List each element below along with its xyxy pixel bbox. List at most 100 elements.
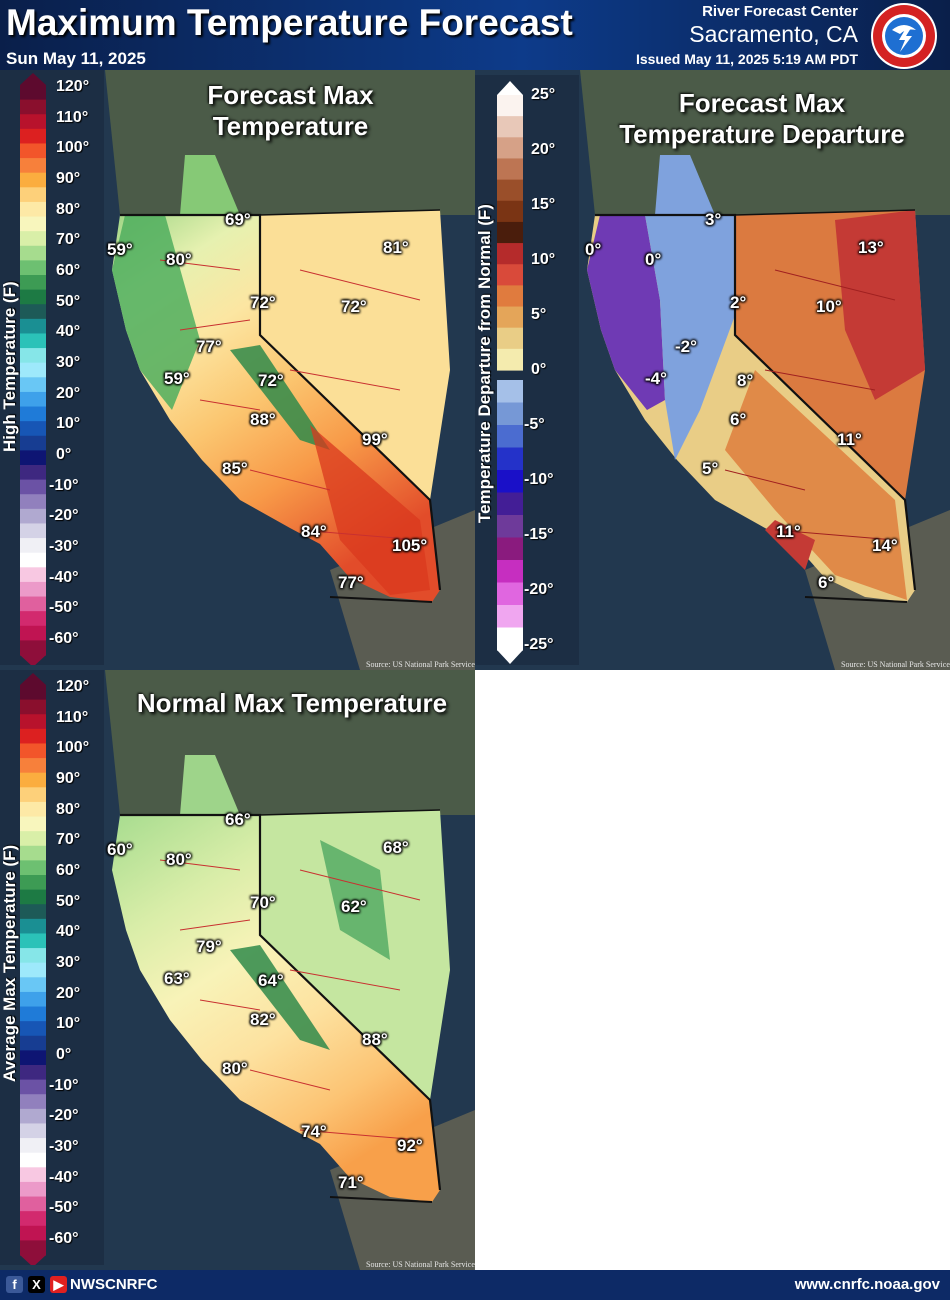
colorbar-segment (20, 494, 46, 510)
colorbar-segment (20, 1094, 46, 1110)
colorbar-segment (20, 231, 46, 247)
map-value-label: 63° (164, 969, 190, 988)
colorbar-segment (497, 425, 523, 449)
map-value-label: 80° (166, 850, 192, 869)
colorbar-segment (20, 187, 46, 203)
forecast-legend-title: High Temperature (F) (0, 281, 19, 452)
map-value-label: 59° (164, 369, 190, 388)
colorbar-segment (20, 772, 46, 788)
colorbar-bottom-arrow (20, 1255, 46, 1267)
colorbar-segment (20, 933, 46, 949)
map-source: Source: US National Park Service (366, 1260, 475, 1269)
colorbar-segment (497, 348, 523, 371)
colorbar-segment (20, 640, 46, 656)
legend-tick-label: 25° (531, 86, 556, 103)
legend-tick-label: 10° (531, 251, 556, 268)
legend-tick-label: 50° (56, 892, 81, 910)
map-value-label: 60° (107, 840, 133, 859)
map-value-label: 3° (705, 210, 722, 229)
youtube-icon[interactable]: ▶ (50, 1276, 67, 1293)
map-value-label: 80° (166, 250, 192, 269)
legend-tick-label: -50° (49, 599, 79, 617)
colorbar-segment (20, 465, 46, 481)
colorbar-segment (20, 289, 46, 305)
legend-tick-label: 5° (531, 306, 547, 323)
map-value-label: 0° (585, 240, 602, 259)
map-value-label: 11° (837, 430, 862, 449)
normal-legend-title: Average Max Temperature (F) (0, 844, 19, 1082)
legend-tick-label: -60° (49, 630, 79, 647)
map-value-label: 11° (776, 522, 801, 541)
departure-title-line2: Temperature Departure (619, 119, 905, 149)
map-value-label: 92° (397, 1136, 423, 1155)
facebook-icon[interactable]: f (6, 1276, 23, 1293)
colorbar-segment (497, 627, 523, 651)
legend-tick-label: 110° (56, 108, 89, 126)
map-value-label: 71° (338, 1173, 364, 1192)
colorbar-segment (20, 596, 46, 612)
legend-tick-label: -20° (49, 507, 79, 525)
colorbar-segment (497, 327, 523, 350)
colorbar-segment (20, 743, 46, 759)
colorbar-segment (497, 137, 523, 160)
colorbar-segment (20, 421, 46, 437)
forecast-title-line1: Forecast Max (207, 80, 374, 110)
colorbar-segment (20, 801, 46, 818)
legend-tick-label: 0° (56, 446, 72, 463)
map-value-label: 13° (858, 238, 884, 257)
map-value-label: 84° (301, 522, 327, 541)
legend-tick-label: 120° (56, 678, 90, 695)
colorbar-segment (497, 582, 523, 606)
colorbar-segment (497, 537, 523, 561)
legend-tick-label: 50° (56, 292, 81, 310)
map-value-label: -2° (675, 337, 697, 356)
website-link[interactable]: www.cnrfc.noaa.gov (794, 1276, 940, 1293)
colorbar-segment (20, 538, 46, 554)
map-source: Source: US National Park Service (366, 660, 475, 669)
legend-tick-label: -50° (49, 1199, 79, 1217)
colorbar-bottom-arrow (497, 650, 523, 664)
colorbar-segment (20, 1138, 46, 1154)
page-title: Maximum Temperature Forecast (6, 2, 573, 43)
map-value-label: 6° (818, 573, 835, 592)
colorbar-segment (20, 918, 46, 935)
colorbar-segment (20, 391, 46, 408)
colorbar-segment (20, 128, 46, 145)
legend-tick-label: 30° (56, 954, 81, 971)
colorbar-segment (20, 201, 46, 218)
colorbar-segment (20, 318, 46, 335)
colorbar-segment (20, 1196, 46, 1212)
colorbar-segment (497, 380, 523, 404)
colorbar-segment (20, 1123, 46, 1139)
map-value-label: 14° (872, 536, 898, 555)
legend-tick-label: 100° (56, 139, 90, 157)
legend-tick-label: 40° (56, 923, 81, 941)
colorbar-segment (20, 406, 46, 422)
map-value-label: 72° (258, 371, 284, 390)
colorbar-segment (497, 243, 523, 265)
colorbar-segment (497, 200, 523, 223)
legend-tick-label: 10° (56, 1015, 81, 1033)
x-twitter-icon[interactable]: X (28, 1276, 45, 1293)
colorbar-segment (20, 1225, 46, 1241)
colorbar-segment (497, 515, 523, 539)
temp-legend-forecast: High Temperature (F) 120° 110° 100° 90° 80° 7… (0, 70, 104, 667)
colorbar-segment (20, 479, 46, 495)
map-value-label: 81° (383, 238, 409, 257)
map-value-label: 80° (222, 1059, 248, 1078)
colorbar-segment (20, 450, 46, 466)
departure-legend-title: Temperature Departure from Normal (F) (475, 204, 494, 523)
colorbar-top-arrow (497, 81, 523, 95)
social-handle[interactable]: NWSCNRFC (70, 1276, 158, 1293)
colorbar-segment (20, 172, 46, 188)
colorbar-segment (20, 889, 46, 905)
legend-tick-label: 60° (56, 862, 81, 879)
map-value-label: 6° (730, 410, 747, 429)
colorbar-segment (20, 581, 46, 598)
colorbar-top-arrow (20, 73, 46, 85)
colorbar-segment (20, 787, 46, 803)
legend-tick-label: -40° (49, 568, 79, 586)
legend-tick-label: -40° (49, 1168, 79, 1186)
departure-colorbar (497, 81, 523, 664)
departure-title-line1: Forecast Max (678, 88, 846, 118)
